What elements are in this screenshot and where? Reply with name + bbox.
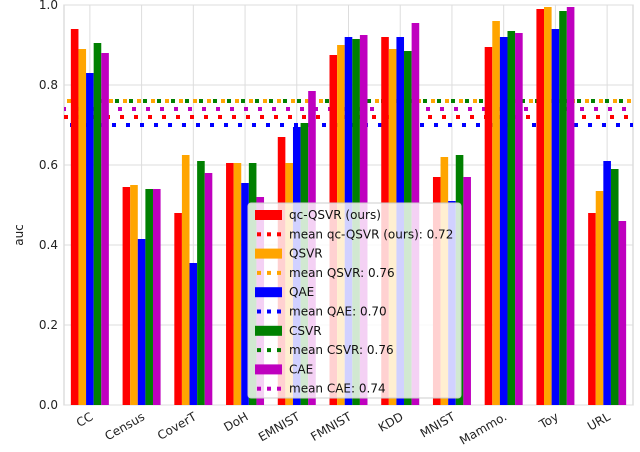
legend: qc-QSVR (ours) mean qc-QSVR (ours): 0.72 Q… <box>247 202 462 399</box>
legend-dot-marker <box>267 386 271 391</box>
x-tick-label: FMNIST <box>308 409 354 444</box>
legend-swatch <box>255 210 282 220</box>
legend-label: mean QSVR: 0.76 <box>289 266 395 280</box>
bar-csvr <box>197 161 205 405</box>
bar-qae <box>86 73 94 405</box>
bar-cae <box>152 189 161 405</box>
bar-cae <box>515 33 523 405</box>
bar-qc-qsvr-ours- <box>484 47 493 405</box>
legend-label: qc-QSVR (ours) <box>289 208 381 222</box>
legend-dot-marker <box>277 270 281 275</box>
legend-swatch <box>255 325 282 336</box>
legend-dot-marker <box>277 309 281 314</box>
legend-dot-marker <box>277 386 281 391</box>
legend-dot-marker <box>257 386 261 391</box>
x-tick-label: CC <box>74 409 96 430</box>
legend-dot-marker <box>277 232 281 237</box>
legend-swatch <box>255 287 282 298</box>
x-tick-label: DoH <box>221 409 250 434</box>
bar-csvr <box>93 43 102 405</box>
y-tick-label: 0.6 <box>39 158 58 172</box>
legend-dot-marker <box>277 348 281 353</box>
bar-qsvr <box>492 21 500 405</box>
bar-cae <box>618 221 627 405</box>
x-tick-label: KDD <box>376 409 406 434</box>
bar-qae <box>189 263 198 405</box>
legend-label: mean qc-QSVR (ours): 0.72 <box>289 227 453 241</box>
y-tick-label: 0.4 <box>39 238 58 252</box>
y-tick-label: 0.2 <box>39 318 58 332</box>
bar-qsvr <box>181 155 190 405</box>
x-tick-label: Mammo. <box>457 409 509 447</box>
legend-label: mean CSVR: 0.76 <box>289 343 394 357</box>
x-tick-label: Toy <box>536 409 561 431</box>
bar-qsvr <box>233 163 242 405</box>
x-tick-label: EMNIST <box>256 409 303 444</box>
bar-cae <box>204 173 213 405</box>
y-tick-label: 0.0 <box>39 398 58 412</box>
bar-cae <box>566 7 575 405</box>
legend-label: QAE <box>289 285 314 299</box>
legend-swatch <box>255 364 282 375</box>
legend-label: QSVR <box>289 247 323 261</box>
bar-qc-qsvr-ours- <box>70 29 79 405</box>
legend-dot-marker <box>257 348 261 353</box>
bar-csvr <box>610 169 619 405</box>
legend-label: CSVR <box>289 324 322 338</box>
legend-dot-marker <box>267 270 271 275</box>
bar-qc-qsvr-ours- <box>174 213 182 405</box>
bar-qc-qsvr-ours- <box>588 213 596 405</box>
x-tick-label: MNIST <box>418 409 458 440</box>
bar-qae <box>241 183 249 405</box>
bar-csvr <box>145 189 153 405</box>
legend-label: CAE <box>289 362 313 376</box>
bar-qae <box>499 37 508 405</box>
legend-label: mean QAE: 0.70 <box>289 305 387 319</box>
bar-cae <box>463 177 471 405</box>
legend-box <box>247 202 462 399</box>
legend-dot-marker <box>267 348 271 353</box>
bar-csvr <box>559 11 567 405</box>
x-tick-label: URL <box>585 409 613 433</box>
legend-swatch <box>255 248 282 259</box>
bar-qsvr <box>130 185 138 405</box>
y-tick-label: 1.0 <box>39 0 58 12</box>
y-axis-label: auc <box>12 224 26 246</box>
legend-dot-marker <box>257 232 261 237</box>
bar-qc-qsvr-ours- <box>536 9 545 405</box>
legend-dot-marker <box>257 309 261 314</box>
legend-label: mean CAE: 0.74 <box>289 382 386 396</box>
bar-qc-qsvr-ours- <box>122 187 131 405</box>
bar-qc-qsvr-ours- <box>226 163 234 405</box>
legend-dot-marker <box>267 309 271 314</box>
bar-qsvr <box>595 191 604 405</box>
bar-qae <box>551 29 560 405</box>
bar-cae <box>101 53 109 405</box>
bar-csvr <box>507 31 516 405</box>
bar-qsvr <box>544 7 552 405</box>
legend-dot-marker <box>257 270 261 275</box>
bar-qae <box>137 239 146 405</box>
bar-qsvr <box>78 49 87 405</box>
bar-qae <box>603 161 611 405</box>
x-tick-label: CoverT <box>155 409 199 443</box>
y-tick-label: 0.8 <box>39 78 58 92</box>
legend-dot-marker <box>267 232 271 237</box>
x-tick-label: Census <box>102 409 147 443</box>
